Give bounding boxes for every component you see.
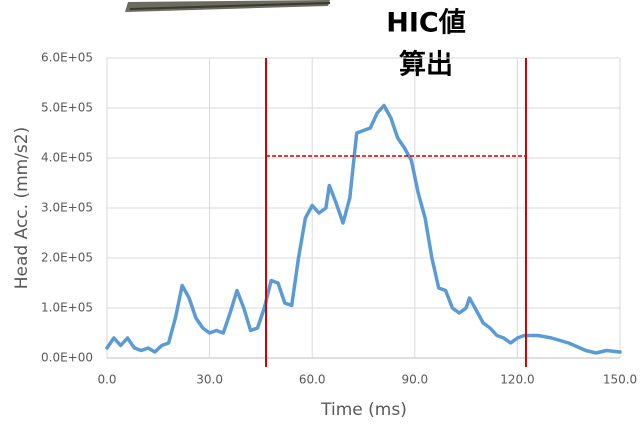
x-tick-label: 60.0 bbox=[299, 373, 326, 387]
car-image bbox=[125, 0, 331, 12]
x-tick-label: 30.0 bbox=[196, 373, 223, 387]
x-axis-title: Time (ms) bbox=[320, 400, 407, 420]
y-tick-label: 5.0E+05 bbox=[41, 101, 93, 115]
x-tick-label: 90.0 bbox=[401, 373, 428, 387]
y-tick-label: 6.0E+05 bbox=[41, 51, 93, 65]
line bbox=[105, 103, 622, 355]
y-tick-label: 4.0E+05 bbox=[41, 151, 93, 165]
annotation: HIC値 bbox=[386, 8, 465, 39]
x-tick-label: 150.0 bbox=[603, 373, 637, 387]
x-tick-label: 120.0 bbox=[500, 373, 534, 387]
y-axis-title: Head Acc. (mm/s2) bbox=[12, 127, 32, 289]
annotation: 算出 bbox=[399, 49, 453, 81]
y-tick-label: 1.0E+05 bbox=[41, 301, 93, 315]
y-tick-label: 2.0E+05 bbox=[41, 251, 93, 265]
y-tick-label: 3.0E+05 bbox=[41, 201, 93, 215]
y-tick-label: 0.0E+00 bbox=[41, 351, 93, 365]
x-tick-label: 0.0 bbox=[97, 373, 116, 387]
